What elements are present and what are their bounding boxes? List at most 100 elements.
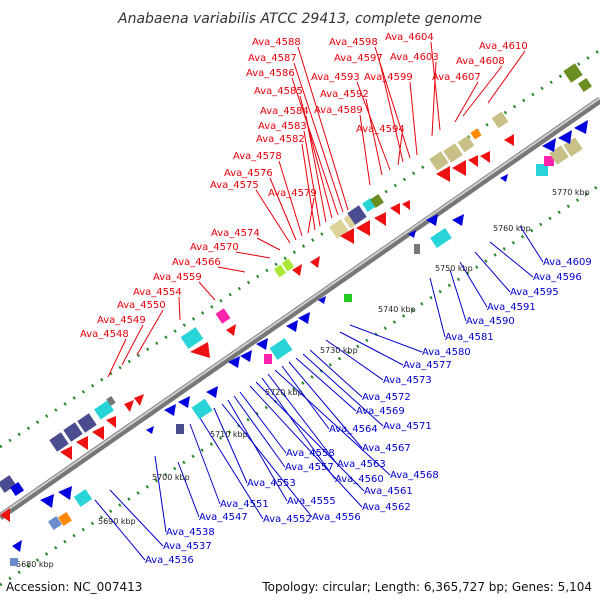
feature-arrow	[40, 494, 54, 508]
gene-label: Ava_4547	[199, 512, 248, 523]
tick-label: 5700 kbp	[152, 473, 190, 482]
feature-block	[94, 400, 114, 420]
feature-block	[430, 227, 452, 249]
tick-label: 5730 kbp	[320, 346, 358, 355]
feature-arrow	[468, 155, 478, 167]
feature-arrow	[256, 338, 268, 350]
tick-label: 5750 kbp	[435, 264, 473, 273]
leader-line	[239, 391, 287, 454]
gene-label: Ava_4549	[97, 315, 146, 326]
gene-label: Ava_4563	[337, 459, 386, 470]
feature-block	[58, 512, 72, 526]
leader-line	[235, 251, 271, 259]
leader-line	[459, 261, 488, 308]
feature-arrow	[298, 312, 310, 324]
feature-block	[536, 164, 548, 176]
gene-label: Ava_4610	[479, 41, 528, 52]
feature-arrow	[240, 350, 252, 362]
leader-line	[249, 385, 363, 508]
leader-line	[519, 225, 544, 263]
gene-label: Ava_4579	[268, 188, 317, 199]
accession-text: Accession: NC_007413	[6, 580, 143, 594]
feature-block	[73, 489, 93, 507]
gene-label: Ava_4596	[533, 272, 582, 283]
feature-block	[106, 396, 116, 406]
reverse-dotted-track	[0, 183, 600, 587]
leader-line	[431, 61, 437, 137]
tick-label: 5710 kbp	[210, 430, 248, 439]
gene-label: Ava_4589	[314, 105, 363, 116]
gene-label: Ava_4570	[190, 242, 239, 253]
feature-block	[429, 151, 449, 171]
leader-line	[325, 339, 384, 381]
tick-label: 5760 kbp	[493, 224, 531, 233]
feature-arrow	[292, 264, 302, 276]
feature-block	[191, 398, 213, 420]
feature-block	[48, 516, 62, 530]
gene-label: Ava_4567	[362, 443, 411, 454]
gene-label: Ava_4554	[133, 287, 182, 298]
feature-block	[0, 475, 17, 493]
gene-label: Ava_4573	[383, 375, 432, 386]
feature-arrow	[390, 203, 400, 215]
reverse-features	[0, 120, 588, 566]
leader-line	[213, 407, 248, 484]
leader-line	[365, 98, 383, 176]
gene-label: Ava_4590	[466, 316, 515, 327]
forward-features	[0, 63, 592, 522]
feature-arrow	[356, 220, 370, 236]
leader-line	[121, 324, 144, 366]
genome-backbone	[0, 97, 600, 520]
gene-label: Ava_4603	[390, 52, 439, 63]
gene-label: Ava_4555	[287, 496, 336, 507]
gene-label: Ava_4556	[312, 512, 361, 523]
gene-label: Ava_4552	[263, 514, 312, 525]
tick-label: 5690 kbp	[98, 517, 136, 526]
feature-arrow	[12, 540, 22, 552]
feature-arrow	[286, 320, 298, 332]
feature-block	[10, 558, 18, 566]
leader-line	[291, 77, 339, 216]
feature-block	[414, 244, 420, 254]
gene-label: Ava_4583	[258, 121, 307, 132]
leader-line	[255, 381, 365, 492]
leader-line	[94, 499, 146, 561]
forward-gene-labels: Ava_4588 Ava_4587 Ava_4586 Ava_4585 Ava_4584…	[80, 32, 528, 340]
tick-labels: 5680 kbp 5690 kbp 5700 kbp 5710 kbp 5720 kbp…	[16, 188, 590, 569]
gene-label: Ava_4586	[246, 68, 295, 79]
feature-arrow	[318, 296, 326, 304]
leader-line	[136, 309, 164, 356]
feature-block	[347, 205, 367, 225]
gene-label: Ava_4594	[356, 124, 405, 135]
gene-label: Ava_4582	[256, 134, 305, 145]
feature-arrow	[178, 396, 190, 408]
leader-line	[474, 251, 511, 293]
leader-line	[449, 269, 467, 322]
feature-arrow	[436, 166, 450, 182]
gene-label: Ava_4548	[80, 329, 129, 340]
feature-block	[176, 424, 184, 434]
feature-arrow	[504, 134, 514, 146]
gene-label: Ava_4574	[211, 228, 260, 239]
leader-line	[295, 357, 357, 412]
genome-title: Anabaena variabilis ATCC 29413, complete…	[117, 11, 482, 27]
feature-block	[215, 308, 231, 324]
gene-label: Ava_4536	[145, 555, 194, 566]
leader-line	[462, 65, 503, 117]
feature-arrow	[340, 228, 354, 244]
leader-line	[339, 331, 404, 366]
feature-arrow	[92, 426, 104, 440]
feature-arrow	[500, 174, 508, 182]
feature-block	[344, 294, 352, 302]
feature-arrow	[452, 214, 464, 226]
gene-label: Ava_4538	[166, 527, 215, 538]
tick-label: 5770 kbp	[552, 188, 590, 197]
feature-arrow	[542, 138, 556, 152]
leader-line	[178, 296, 181, 321]
feature-block	[264, 354, 272, 364]
leader-line	[309, 349, 363, 398]
gene-label: Ava_4604	[385, 32, 434, 43]
feature-arrow	[574, 120, 588, 134]
gene-label: Ava_4593	[311, 72, 360, 83]
